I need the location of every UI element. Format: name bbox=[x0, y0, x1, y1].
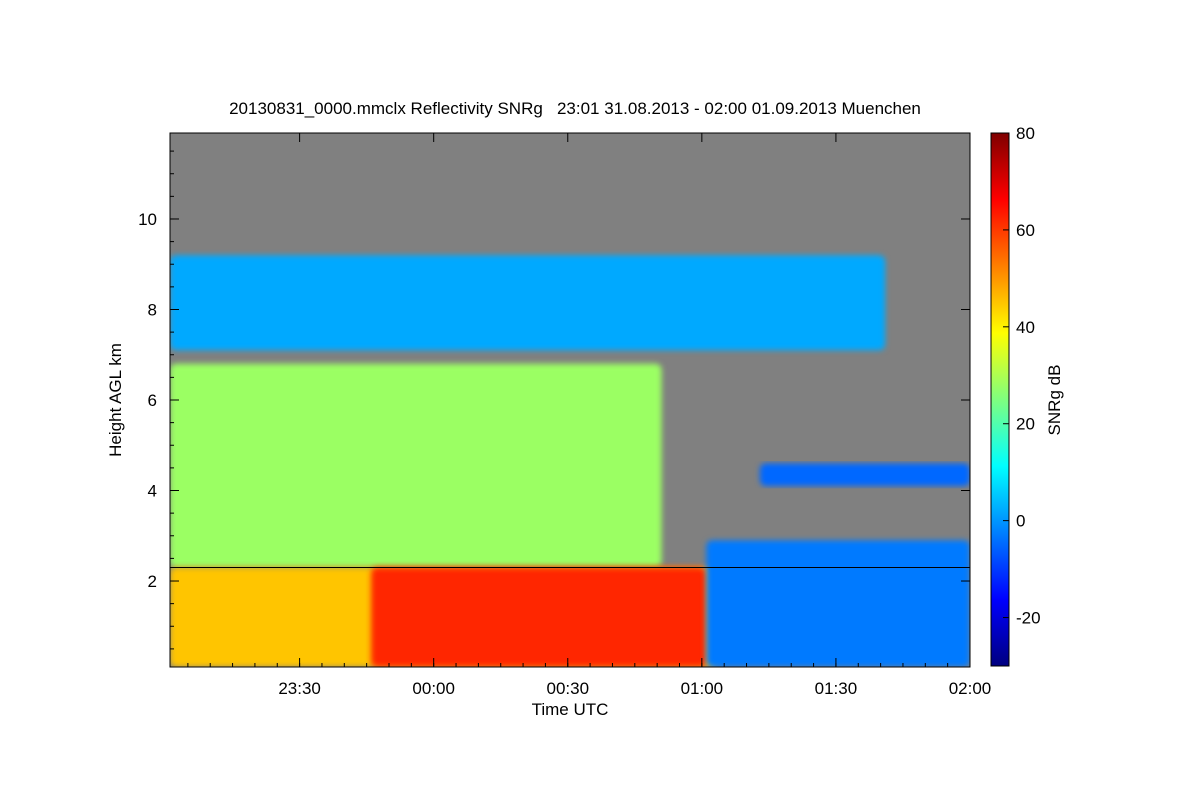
x-axis-label: Time UTC bbox=[532, 700, 609, 719]
echo-region-5 bbox=[706, 540, 970, 667]
plot-area bbox=[169, 132, 971, 668]
x-tick-label: 01:00 bbox=[681, 679, 724, 698]
colorbar-tick-label: 60 bbox=[1016, 221, 1035, 240]
y-tick-label: 4 bbox=[148, 482, 157, 501]
echo-region-1 bbox=[170, 363, 662, 568]
echo-region-0 bbox=[170, 255, 886, 351]
y-axis: 2 4 6 8 10 bbox=[138, 150, 970, 650]
x-tick-label: 23:30 bbox=[278, 679, 321, 698]
colorbar: -20 0 20 40 60 80 SNRg dB bbox=[990, 124, 1064, 667]
x-tick-label: 01:30 bbox=[815, 679, 858, 698]
colorbar-tick-label: 20 bbox=[1016, 415, 1035, 434]
x-tick-label: 00:30 bbox=[546, 679, 589, 698]
x-tick-label: 00:00 bbox=[412, 679, 455, 698]
colorbar-tick-label: 0 bbox=[1016, 512, 1025, 531]
y-tick-label: 6 bbox=[148, 391, 157, 410]
x-tick-label: 02:00 bbox=[949, 679, 992, 698]
y-tick-label: 2 bbox=[148, 572, 157, 591]
echo-region-3 bbox=[371, 567, 707, 667]
echo-region-4 bbox=[759, 463, 970, 486]
x-axis: 23:30 00:00 00:30 01:00 01:30 02:00 bbox=[187, 133, 992, 698]
colorbar-gradient bbox=[990, 132, 1010, 667]
chart-title: 20130831_0000.mmclx Reflectivity SNRg 23… bbox=[229, 99, 921, 118]
y-axis-label: Height AGL km bbox=[106, 343, 125, 457]
y-tick-label: 10 bbox=[138, 210, 157, 229]
colorbar-tick-label: -20 bbox=[1016, 609, 1041, 628]
y-tick-label: 8 bbox=[148, 300, 157, 319]
colorbar-tick-label: 40 bbox=[1016, 318, 1035, 337]
colorbar-tick-label: 80 bbox=[1016, 124, 1035, 143]
colorbar-label: SNRg dB bbox=[1045, 365, 1064, 436]
